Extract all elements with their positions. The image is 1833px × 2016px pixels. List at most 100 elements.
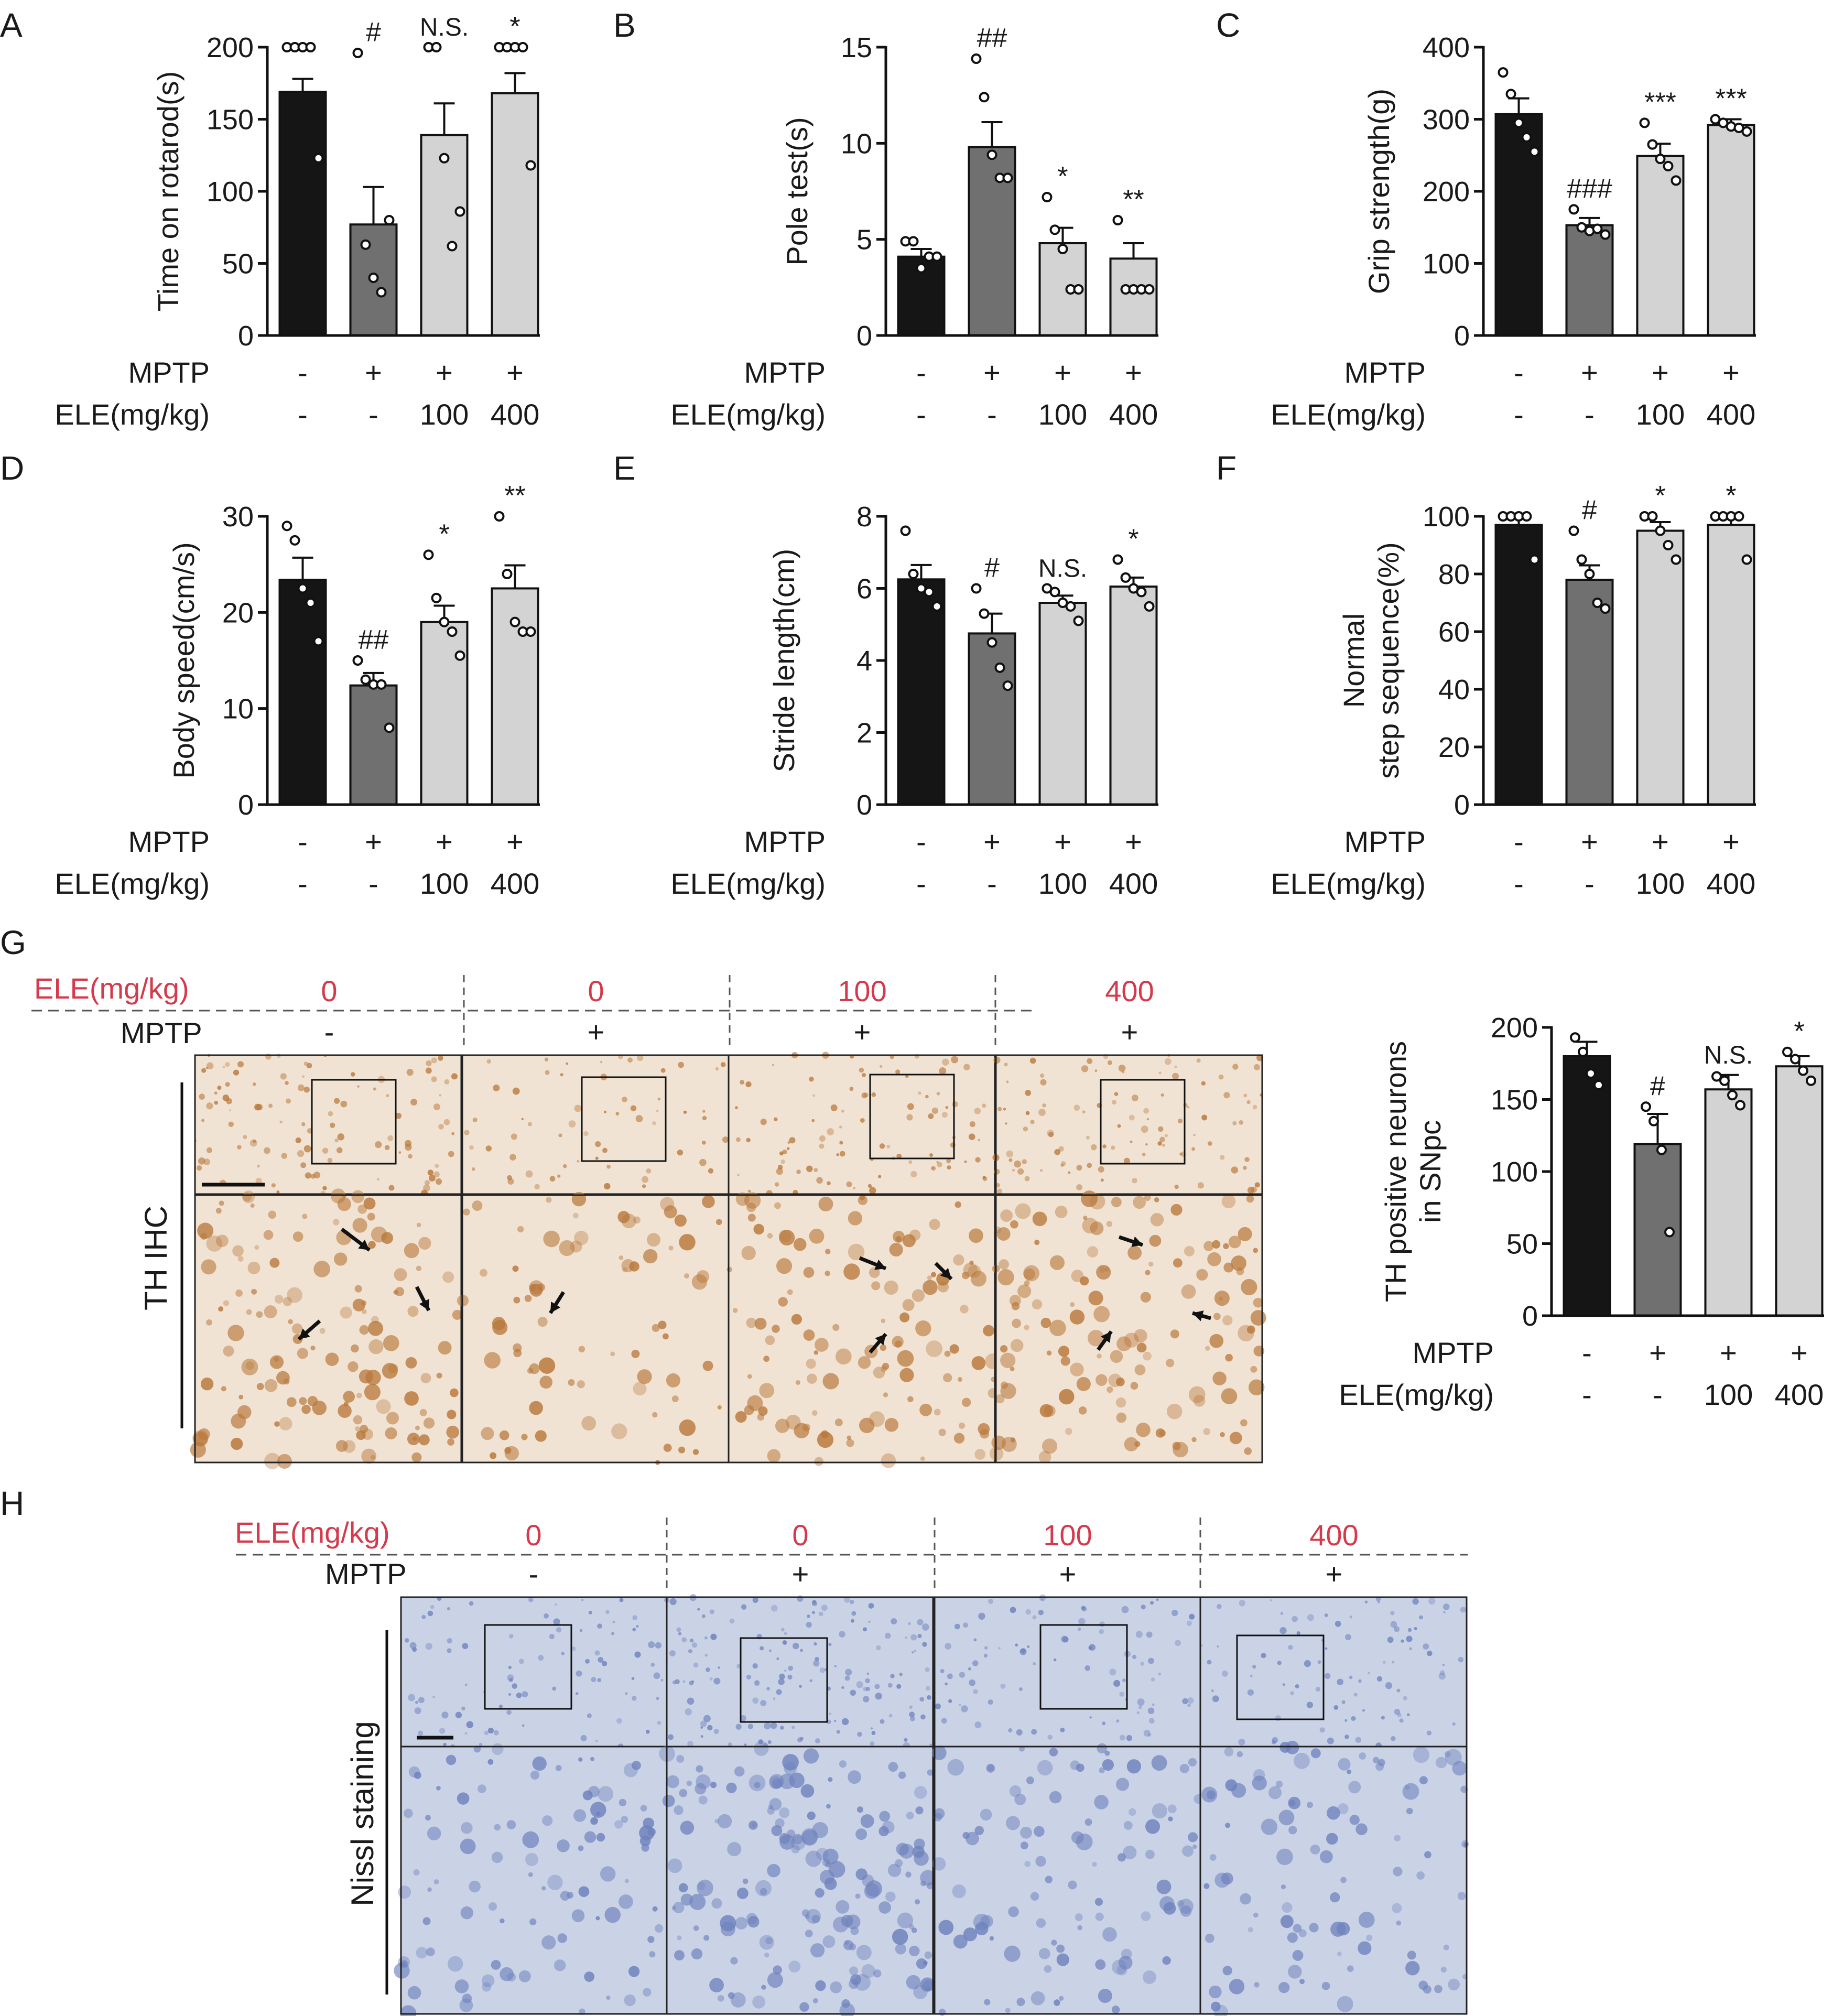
cell: [1110, 1350, 1123, 1363]
cell: [889, 1242, 903, 1257]
cell: [527, 1368, 534, 1374]
cell: [849, 1966, 859, 1976]
cell: [1162, 1143, 1166, 1147]
cell: [1385, 1682, 1393, 1689]
cell: [904, 1738, 908, 1742]
cell: [858, 1356, 871, 1369]
cell: [544, 1613, 549, 1619]
cell: [677, 1935, 682, 1941]
cell: [903, 1234, 916, 1248]
zoom-box: [311, 1079, 397, 1165]
cell: [532, 1756, 547, 1771]
cell: [839, 1760, 847, 1768]
cell: [955, 1201, 961, 1208]
data-point: [1002, 172, 1013, 183]
cell: [827, 1128, 834, 1135]
cell: [1116, 1777, 1130, 1791]
cell: [1140, 1662, 1145, 1666]
cell: [1102, 1721, 1106, 1726]
cell: [732, 1308, 738, 1313]
arrow-head: [358, 1239, 370, 1250]
cell: [1295, 1684, 1299, 1689]
cell: [717, 1995, 724, 2002]
cell: [1321, 1981, 1330, 1990]
cell: [660, 1678, 664, 1682]
cell: [632, 1615, 638, 1620]
cell: [953, 1433, 965, 1444]
cell: [936, 1092, 940, 1096]
cell: [740, 1080, 745, 1085]
cell: [849, 1087, 854, 1091]
cell: [597, 1623, 602, 1629]
cell: [274, 1421, 280, 1427]
cell: [1282, 1902, 1293, 1913]
cell: [857, 1731, 862, 1737]
cell: [834, 1665, 837, 1667]
cell: [947, 1759, 964, 1776]
data-point: [1586, 1068, 1596, 1079]
cell: [841, 1109, 844, 1113]
cell: [826, 1804, 831, 1809]
cell: [916, 1958, 927, 1969]
arrow-head: [299, 1328, 310, 1339]
cell: [1394, 1708, 1401, 1715]
cell: [878, 1175, 882, 1178]
cell: [1434, 1985, 1442, 1993]
cell: [1288, 1826, 1297, 1835]
cell: [1016, 1998, 1025, 2007]
data-point: [908, 569, 919, 579]
cell: [507, 1972, 516, 1982]
arrow-head: [1192, 1310, 1204, 1321]
cell: [354, 1285, 362, 1293]
cell: [530, 1770, 540, 1780]
cell: [1304, 1660, 1311, 1667]
cell: [493, 1730, 499, 1736]
cell: [1046, 1350, 1052, 1356]
data-point: [305, 42, 316, 52]
cell: [206, 1319, 212, 1326]
cell: [464, 1683, 468, 1686]
cell: [779, 1834, 795, 1850]
cell: [413, 1869, 420, 1876]
cell: [902, 1299, 915, 1312]
cell: [319, 1328, 326, 1334]
data-point: [1584, 569, 1595, 579]
y-tick-label: 60: [1438, 616, 1470, 648]
cell: [276, 1371, 290, 1385]
mptp-value: +: [436, 825, 453, 858]
cell: [649, 1951, 656, 1958]
cell: [958, 1704, 961, 1707]
cell: [856, 1945, 872, 1960]
cell: [942, 1058, 949, 1066]
cell: [758, 1406, 768, 1416]
cell: [1407, 1628, 1412, 1632]
cell: [299, 1397, 307, 1405]
cell: [1197, 1182, 1204, 1189]
cell: [1143, 1729, 1151, 1737]
cell: [446, 1754, 457, 1765]
cell: [912, 1651, 914, 1654]
cell: [386, 1094, 389, 1098]
cell: [807, 1614, 810, 1618]
data-point: [1648, 1115, 1659, 1126]
cell: [373, 1087, 376, 1091]
cell: [481, 1427, 494, 1440]
cell: [1248, 1379, 1265, 1396]
cell: [1188, 1758, 1197, 1766]
cell: [892, 1928, 908, 1945]
cell: [819, 1135, 826, 1142]
cell: [663, 1333, 669, 1340]
cell: [511, 1133, 517, 1140]
data-point: [1042, 192, 1053, 202]
cell: [1129, 1808, 1136, 1816]
bar: [278, 91, 327, 337]
cell: [541, 1935, 556, 1950]
ele-row-label: ELE(mg/kg): [1271, 867, 1426, 900]
cell: [1293, 1924, 1302, 1933]
cell: [868, 1603, 874, 1609]
cell: [735, 1106, 738, 1110]
cell: [881, 1365, 887, 1372]
cell: [1177, 1118, 1183, 1124]
cell: [302, 1075, 305, 1078]
cell: [713, 1728, 719, 1735]
